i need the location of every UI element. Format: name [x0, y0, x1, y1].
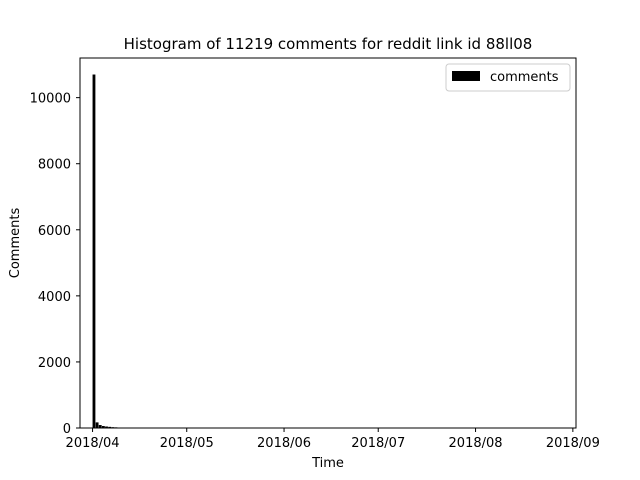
y-axis: 0 2000 4000 6000 8000 10000	[30, 92, 80, 437]
y-tick-label: 8000	[38, 158, 71, 173]
legend-label: comments	[490, 70, 559, 85]
chart-title: Histogram of 11219 comments for reddit l…	[124, 35, 533, 53]
x-tick-label: 2018/07	[351, 436, 405, 451]
bar	[92, 74, 96, 429]
x-axis: 2018/04 2018/05 2018/06 2018/07 2018/08 2018/…	[66, 428, 600, 451]
x-tick-label: 2018/09	[546, 436, 600, 451]
bar	[105, 426, 108, 428]
y-tick-label: 6000	[38, 224, 71, 239]
x-axis-label: Time	[311, 456, 344, 471]
legend-swatch	[452, 71, 480, 81]
bar	[101, 426, 105, 428]
bars-group	[92, 74, 118, 429]
legend-box	[445, 63, 571, 92]
x-tick-label: 2018/06	[257, 436, 311, 451]
bar	[95, 422, 99, 428]
bar	[98, 425, 102, 428]
plot-frame	[79, 57, 577, 429]
y-axis-label: Comments	[8, 208, 23, 279]
x-tick-label: 2018/05	[160, 436, 214, 451]
bar	[108, 426, 112, 428]
y-tick-label: 10000	[30, 92, 71, 107]
y-tick-label: 4000	[38, 290, 71, 305]
x-tick-label: 2018/04	[66, 436, 120, 451]
x-tick-label: 2018/08	[449, 436, 503, 451]
legend: comments	[445, 63, 571, 92]
y-tick-label: 2000	[38, 356, 71, 371]
y-tick-label: 0	[63, 422, 71, 437]
